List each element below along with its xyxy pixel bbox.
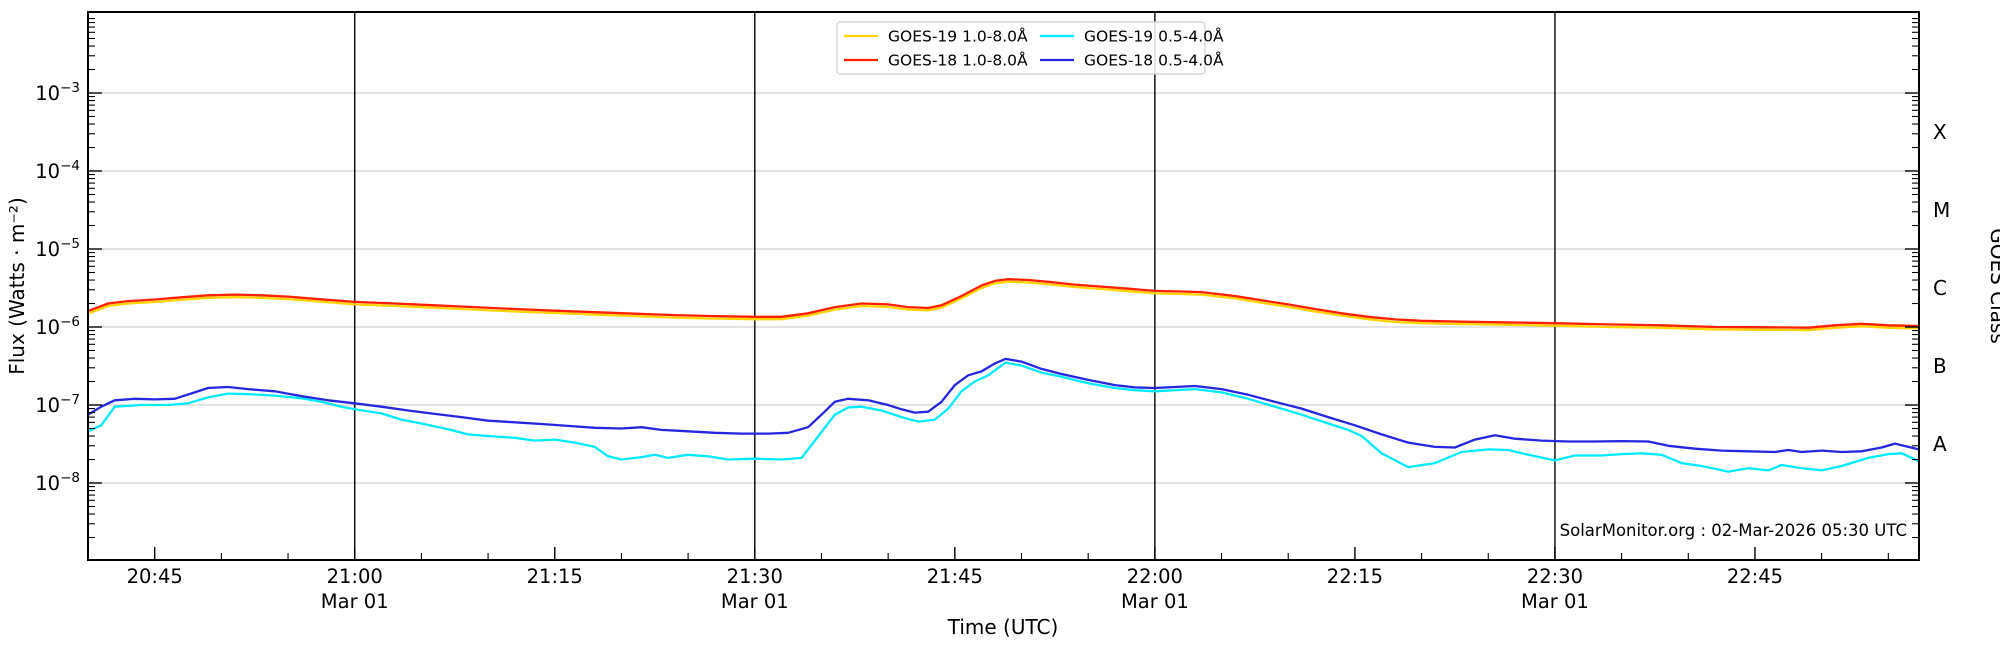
y-tick-label-1e−8: 10−8 [35, 470, 80, 495]
x-tick-label-22:45: 22:45 [1727, 565, 1783, 588]
y-tick-label-1e−7: 10−7 [35, 392, 80, 417]
watermark: SolarMonitor.org : 02-Mar-2026 05:30 UTC [1560, 521, 1907, 540]
y-axis-left-label: Flux (Watts · m⁻²) [5, 197, 29, 375]
axis-ticks [88, 18, 1919, 560]
flux-series-lines [88, 278, 1919, 473]
legend-label-goes-19-0-5-4-0-: GOES-19 0.5-4.0Å [1084, 27, 1224, 46]
y-tick-label-1e−5: 10−5 [35, 236, 80, 261]
x-tick-label-21:45: 21:45 [927, 565, 983, 588]
x-tick-label-20:45: 20:45 [127, 565, 183, 588]
series-line-goes-19-1-0-8-0- [88, 280, 1919, 332]
goes-class-X: X [1933, 120, 1947, 144]
series-line-goes-18-1-0-8-0- [88, 278, 1919, 329]
x-axis-label: Time (UTC) [947, 615, 1059, 639]
legend-box [836, 21, 1206, 75]
goes-class-B: B [1933, 354, 1947, 378]
series-line-goes-18-0-5-4-0- [88, 357, 1919, 454]
legend-label-goes-18-1-0-8-0-: GOES-18 1.0-8.0Å [888, 51, 1028, 70]
y-tick-label-1e−6: 10−6 [35, 314, 80, 339]
legend-label-goes-18-0-5-4-0-: GOES-18 0.5-4.0Å [1084, 51, 1224, 70]
x-date-label-22:00: Mar 01 [1121, 590, 1189, 613]
y-axis-tick-labels: 10−3 10−4 10−5 10−6 10−7 10−8 [35, 80, 80, 495]
x-date-label-21:30: Mar 01 [721, 590, 789, 613]
y-tick-label-1e−4: 10−4 [35, 158, 80, 183]
date-boundary-lines [353, 12, 1556, 560]
gridlines [88, 92, 1919, 484]
goes-class-M: M [1933, 198, 1950, 222]
x-tick-label-21:15: 21:15 [527, 565, 583, 588]
x-tick-label-22:00: 22:00 [1127, 565, 1183, 588]
x-date-label-22:30: Mar 01 [1521, 590, 1589, 613]
legend-label-goes-19-1-0-8-0-: GOES-19 1.0-8.0Å [888, 27, 1028, 46]
x-tick-label-21:30: 21:30 [727, 565, 783, 588]
goes-class-C: C [1933, 276, 1947, 300]
y-tick-label-1e−3: 10−3 [35, 80, 80, 105]
plot-frame [87, 11, 1920, 561]
x-tick-label-22:15: 22:15 [1327, 565, 1383, 588]
y-axis-right-label: GOES Class [1986, 228, 2000, 344]
series-line-goes-19-0-5-4-0- [88, 361, 1919, 473]
legend: GOES-19 1.0-8.0Å GOES-18 1.0-8.0Å GOES-19 … [836, 21, 1224, 75]
goes-class-letters: X M C B A [1933, 120, 1950, 456]
goes-class-A: A [1933, 432, 1947, 456]
x-tick-label-21:00: 21:00 [327, 565, 383, 588]
x-date-label-21:00: Mar 01 [321, 590, 389, 613]
x-tick-label-22:30: 22:30 [1527, 565, 1583, 588]
